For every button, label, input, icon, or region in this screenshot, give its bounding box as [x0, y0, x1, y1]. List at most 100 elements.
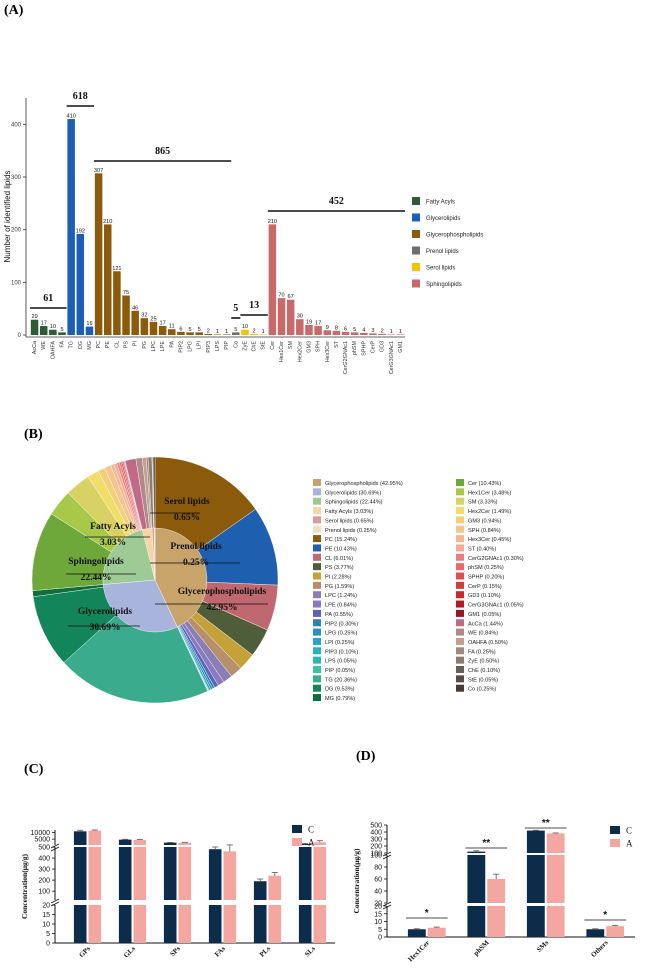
x-tick-label: Hex2Cer [297, 341, 303, 362]
x-tick-label: Cer [270, 341, 276, 350]
outer-slice-TG [63, 579, 209, 704]
bar-phSM-C [467, 906, 486, 937]
bar-WE [39, 326, 48, 335]
y-tick-label: 100 [370, 853, 382, 860]
x-tick-label: SLs [303, 945, 317, 959]
legend-label: CL (6.01%) [325, 556, 353, 562]
legend-swatch [456, 619, 464, 627]
legend-swatch [313, 666, 321, 673]
legend-label: PI (2.28%) [325, 575, 352, 581]
y-tick-label: 0 [18, 333, 22, 339]
bar-GPs-A [88, 905, 102, 943]
x-tick-label: phSM [472, 938, 491, 957]
y-tick-label: 10 [374, 919, 382, 926]
x-tick-label: Hex3Cer [325, 341, 331, 362]
bar-Others-A [606, 926, 625, 937]
legend-label: ZyE (0.50%) [468, 659, 499, 665]
legend-swatch [456, 497, 464, 505]
y-tick-label: 80 [374, 865, 382, 872]
panel-label-d: (D) [356, 749, 376, 764]
legend-swatch [412, 279, 420, 288]
bar-Cer [268, 224, 277, 335]
y-tick-label: 5000 [34, 837, 50, 844]
bar-SPs-A [178, 847, 192, 900]
bar-value-label: 1 [399, 329, 402, 335]
legend-label: Hex3Cer (0.45%) [468, 537, 511, 543]
x-tick-label: Others [589, 939, 609, 959]
group-total-label: 13 [249, 300, 259, 311]
x-tick-label: OAHFA [50, 341, 56, 360]
legend-swatch [456, 563, 464, 571]
bar-GD3 [378, 333, 386, 335]
legend-swatch [313, 609, 321, 617]
legend-label: StE (0.05%) [468, 677, 498, 683]
legend-label: Co (0.25%) [468, 687, 496, 693]
legend-swatch [313, 525, 321, 533]
bar-value-label: 2 [207, 328, 210, 334]
legend-label: CerG2GNAc1 (0.30%) [468, 556, 524, 562]
group-total-label: 865 [155, 146, 170, 157]
bar-LPI [195, 332, 203, 335]
bar-StE [259, 334, 267, 335]
significance-mark: * [425, 908, 429, 919]
bar-SPs-C [163, 842, 177, 845]
bar-FAs-A [223, 851, 237, 900]
chart-a: 0 100 200 300 400 Number of identified lipids… [3, 91, 483, 374]
inner-slice-Glycerophospholipids [154, 527, 208, 628]
y-tick-label: 400 [370, 830, 382, 837]
bar-value-label: 5 [234, 327, 237, 333]
panel-label-b: (B) [24, 427, 43, 442]
legend-swatch [313, 619, 321, 627]
legend-swatch [313, 553, 321, 561]
axis-break-mark [50, 898, 60, 907]
bar-value-label: 29 [31, 314, 37, 320]
bar-value-label: 5 [60, 327, 63, 333]
y-tick-label: 300 [11, 175, 22, 181]
bar-SMs-A [546, 833, 565, 853]
x-tick-label: LPG [188, 341, 194, 352]
legend-swatch [456, 600, 464, 608]
axis-break-mark [50, 843, 60, 852]
legend-swatch [456, 684, 464, 692]
legend-label: SPHP (0.20%) [468, 575, 504, 581]
chart-d: 0510152020406080100100200300400500Concen… [352, 818, 635, 963]
legend-swatch [456, 479, 464, 486]
bar-value-label: 3 [371, 328, 374, 334]
legend-swatch [292, 825, 302, 833]
legend-swatch [313, 637, 321, 645]
bar-Hex3Cer [323, 330, 332, 335]
y-tick-label: 15 [374, 911, 382, 918]
inner-slice-name: Prenol lipids [170, 542, 222, 552]
legend-swatch [313, 694, 321, 702]
x-tick-label: DG [78, 341, 84, 349]
legend-label: Sphingolipids [426, 282, 462, 288]
bar-SLs-C [298, 847, 312, 900]
x-tick-label: SPH [316, 341, 322, 352]
x-tick-label: PI [133, 341, 139, 346]
bar-LPC [149, 321, 158, 335]
legend-label: PIP3 (0.10%) [325, 649, 358, 655]
bar-value-label: 8 [335, 325, 338, 331]
x-tick-label: SMs [535, 939, 550, 954]
x-tick-label: LPE [160, 341, 166, 352]
legend-swatch [456, 544, 464, 552]
bar-phSM-C [467, 851, 486, 853]
legend-label: Glycerolipids [426, 216, 460, 222]
bar-AcCa [30, 319, 39, 335]
legend-swatch [456, 647, 464, 655]
bar-value-label: 192 [76, 228, 85, 234]
bar-value-label: 121 [112, 266, 121, 272]
bar-LPS [213, 334, 222, 335]
legend-label: Prenol lipids [426, 249, 459, 255]
inner-slice-name: Glycerophospholipids [178, 587, 267, 597]
legend-label: CerG3GNAc1 (0.05%) [468, 603, 524, 609]
bar-PLs-A [268, 875, 282, 900]
bar-SLs-A [313, 847, 327, 900]
bar-GM1 [396, 334, 405, 335]
bar-SPs-A [178, 842, 192, 845]
bar-TG [67, 119, 75, 335]
bar-DG [76, 233, 85, 335]
inner-slice-Sphingolipids [102, 529, 156, 585]
legend-label: LPS (0.05%) [325, 659, 357, 665]
